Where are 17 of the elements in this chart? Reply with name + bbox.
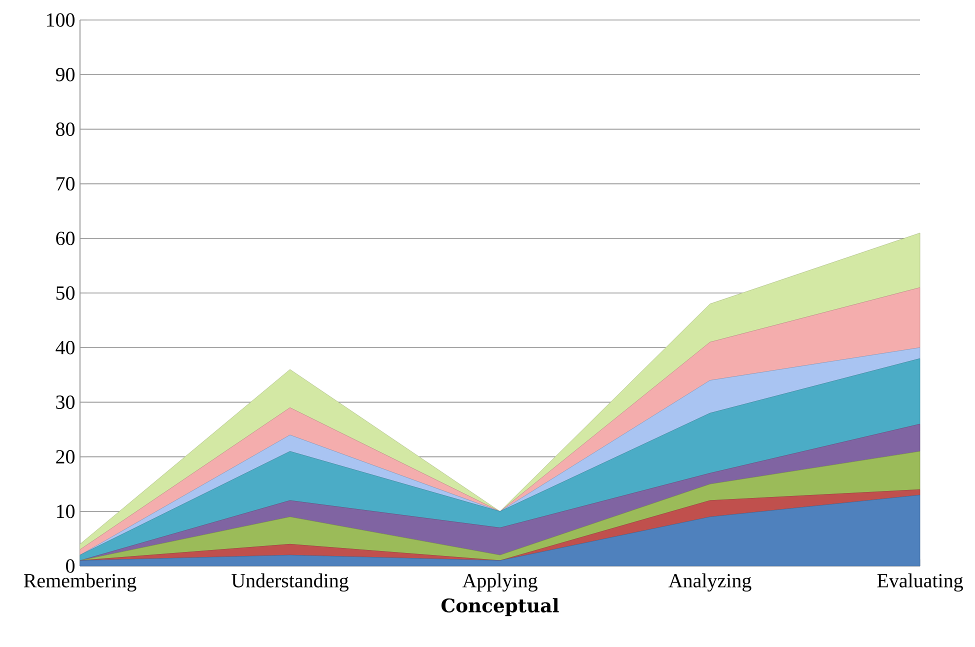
y-tick-label: 100: [47, 13, 75, 27]
x-tick-label: Applying: [462, 573, 538, 592]
y-tick-label: 80: [56, 122, 75, 136]
x-axis-title: Conceptual: [442, 598, 559, 616]
y-tick-label: 70: [56, 177, 75, 191]
x-tick-label: Remembering: [24, 573, 136, 592]
y-tick-label: 30: [56, 395, 75, 409]
y-tick-label: 50: [56, 286, 75, 300]
y-tick-label: 20: [56, 450, 75, 464]
y-tick-label: 90: [56, 68, 75, 82]
y-tick-label: 60: [56, 232, 75, 246]
x-tick-label: Understanding: [232, 573, 349, 592]
y-tick-label: 40: [56, 340, 75, 354]
y-tick-label: 0: [66, 559, 75, 573]
x-tick-label: Evaluating: [877, 573, 963, 592]
y-tick-label: 10: [57, 504, 75, 518]
x-tick-label: Analyzing: [668, 573, 752, 592]
